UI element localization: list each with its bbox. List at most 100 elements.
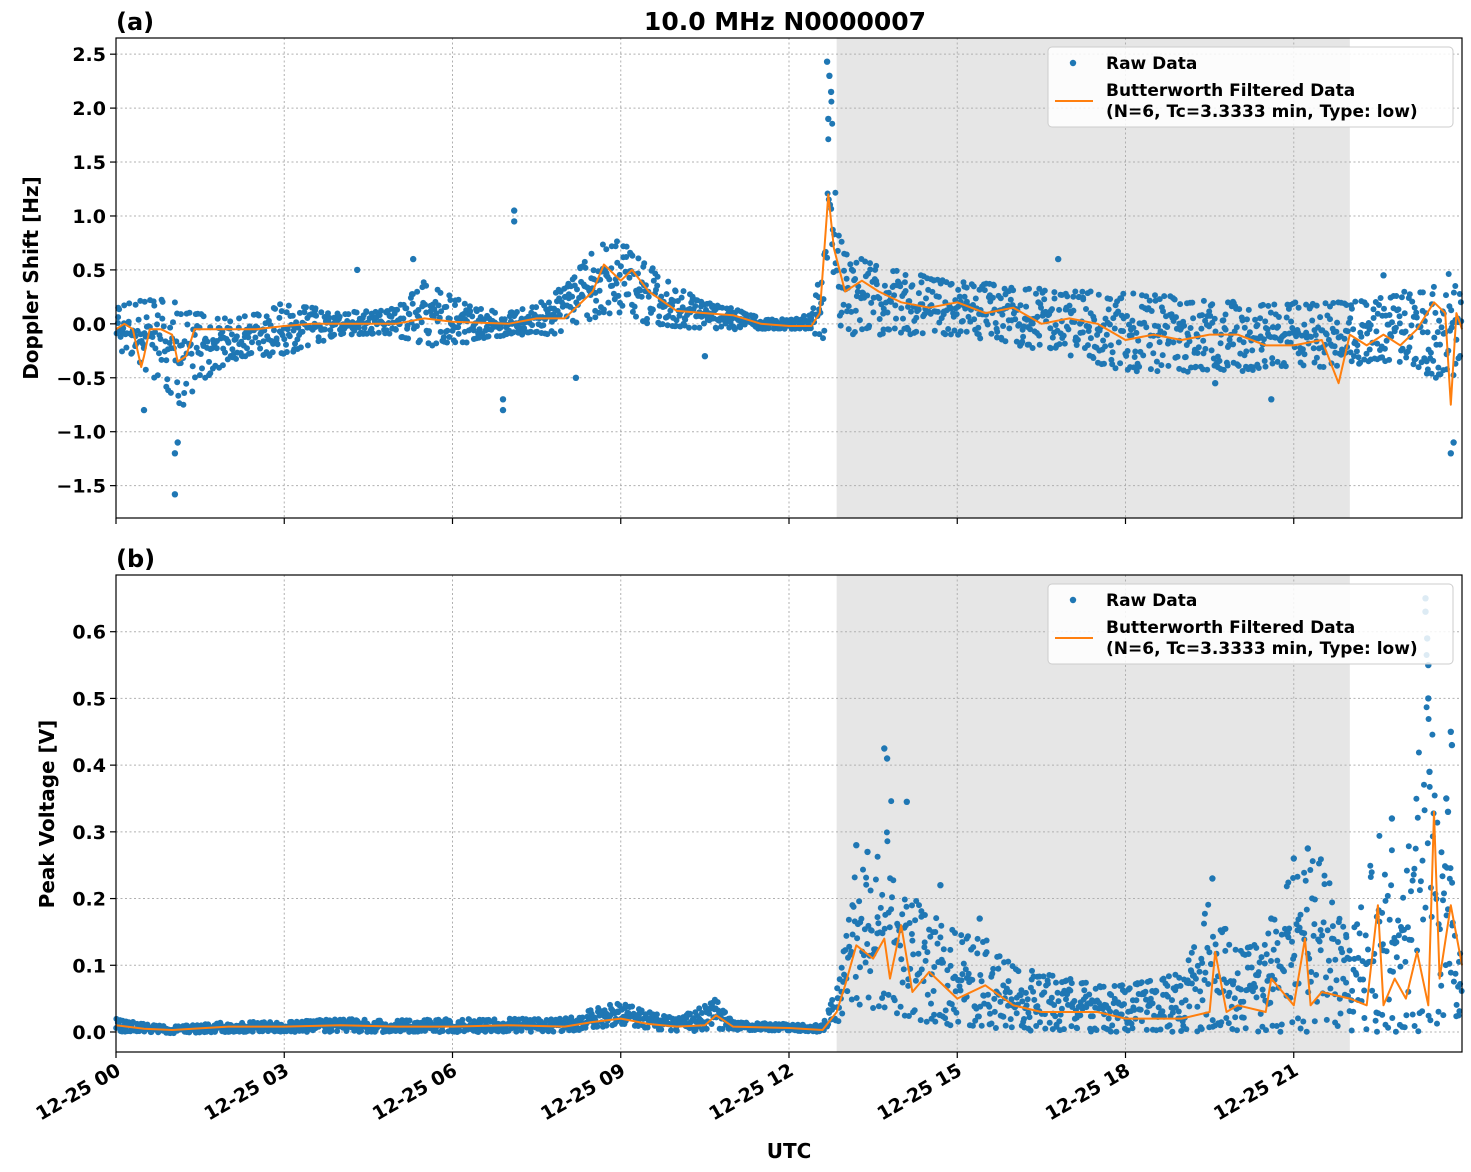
raw-data-point [1434, 329, 1441, 336]
raw-data-point [1372, 993, 1379, 999]
raw-data-point [924, 991, 931, 998]
raw-data-point [1084, 342, 1091, 349]
raw-data-point [940, 959, 946, 966]
raw-data-point [1313, 354, 1320, 361]
raw-data-point [491, 1016, 498, 1023]
raw-data-outlier [1444, 808, 1452, 815]
raw-data-point [189, 388, 196, 395]
raw-data-point [843, 932, 850, 939]
raw-data-point [126, 300, 133, 307]
raw-data-point [1274, 358, 1281, 365]
raw-data-point [1053, 979, 1059, 986]
raw-data-point [426, 328, 432, 335]
raw-data-point [1409, 1011, 1416, 1018]
raw-data-point [1437, 371, 1444, 378]
raw-data-point [991, 1008, 998, 1015]
raw-data-point [249, 1028, 256, 1035]
raw-data-point [446, 334, 453, 340]
raw-data-point [621, 1021, 628, 1027]
raw-data-point [889, 894, 895, 901]
raw-data-point [1343, 302, 1350, 308]
raw-data-point [680, 288, 687, 295]
raw-data-point [1239, 368, 1246, 374]
raw-data-point [236, 315, 243, 322]
raw-data-point [1423, 704, 1430, 711]
raw-data-point [1367, 862, 1374, 869]
raw-data-outlier [410, 255, 417, 263]
raw-data-point [1273, 1023, 1280, 1029]
raw-data-point [1262, 318, 1269, 325]
raw-data-outlier [1425, 695, 1432, 702]
raw-data-point [878, 301, 885, 308]
raw-data-point [922, 957, 929, 964]
raw-data-point [1344, 328, 1351, 335]
raw-data-outlier [883, 755, 891, 762]
raw-data-point [1034, 1003, 1041, 1010]
raw-data-point [832, 189, 839, 196]
raw-data-point [189, 363, 196, 370]
raw-data-outlier [1268, 915, 1275, 922]
raw-data-point [1177, 301, 1184, 308]
raw-data-point [919, 330, 926, 337]
raw-data-point [1036, 341, 1043, 348]
raw-data-point [456, 1027, 463, 1034]
raw-data-point [1421, 807, 1428, 814]
raw-data-point [687, 1010, 693, 1017]
raw-data-point [918, 908, 925, 915]
raw-data-point [1374, 310, 1381, 317]
raw-data-point [876, 316, 883, 322]
raw-data-point [1083, 306, 1089, 312]
raw-data-point [921, 912, 928, 918]
x-tick-label: 12-25 15 [873, 1059, 965, 1125]
raw-data-point [845, 326, 852, 333]
raw-data-point [890, 877, 897, 884]
raw-data-point [295, 324, 302, 331]
raw-data-point [516, 325, 523, 331]
raw-data-point [1201, 910, 1208, 917]
raw-data-point [1170, 339, 1177, 346]
raw-data-point [959, 939, 966, 946]
raw-data-point [1261, 358, 1268, 364]
raw-data-point [915, 950, 922, 957]
raw-data-point [840, 301, 847, 308]
raw-data-point [194, 1022, 201, 1029]
raw-data-point [947, 331, 954, 338]
raw-data-point [1373, 328, 1380, 335]
raw-data-point [1031, 996, 1038, 1003]
raw-data-point [340, 1016, 347, 1023]
raw-data-point [1362, 932, 1369, 939]
raw-data-point [1354, 921, 1361, 928]
raw-data-point [991, 995, 998, 1002]
raw-data-outlier [1380, 272, 1387, 279]
panel-a-legend-raw-marker [1069, 59, 1077, 67]
raw-data-point [1429, 731, 1436, 738]
raw-data-point [1143, 1026, 1150, 1033]
raw-data-point [369, 330, 376, 337]
raw-data-point [1258, 346, 1265, 353]
raw-data-point [152, 329, 158, 335]
raw-data-point [1258, 954, 1265, 961]
raw-data-point [1115, 339, 1122, 346]
raw-data-point [899, 979, 906, 986]
raw-data-point [960, 960, 967, 967]
raw-data-point [233, 355, 239, 362]
raw-data-point [1182, 997, 1189, 1004]
raw-data-point [712, 324, 719, 331]
raw-data-point [1376, 832, 1383, 839]
raw-data-point [1335, 939, 1341, 945]
raw-data-point [635, 1023, 642, 1029]
raw-data-point [221, 315, 228, 322]
raw-data-point [682, 316, 689, 323]
raw-data-point [1112, 365, 1119, 372]
raw-data-point [209, 365, 216, 372]
raw-data-point [1308, 333, 1315, 340]
raw-data-point [1401, 1024, 1408, 1031]
raw-data-point [1047, 345, 1054, 352]
raw-data-point [1056, 341, 1063, 348]
raw-data-point [961, 293, 968, 300]
raw-data-point [673, 317, 680, 324]
raw-data-point [921, 944, 928, 951]
raw-data-point [1229, 1026, 1236, 1032]
raw-data-point [840, 948, 847, 955]
raw-data-point [1049, 334, 1056, 341]
